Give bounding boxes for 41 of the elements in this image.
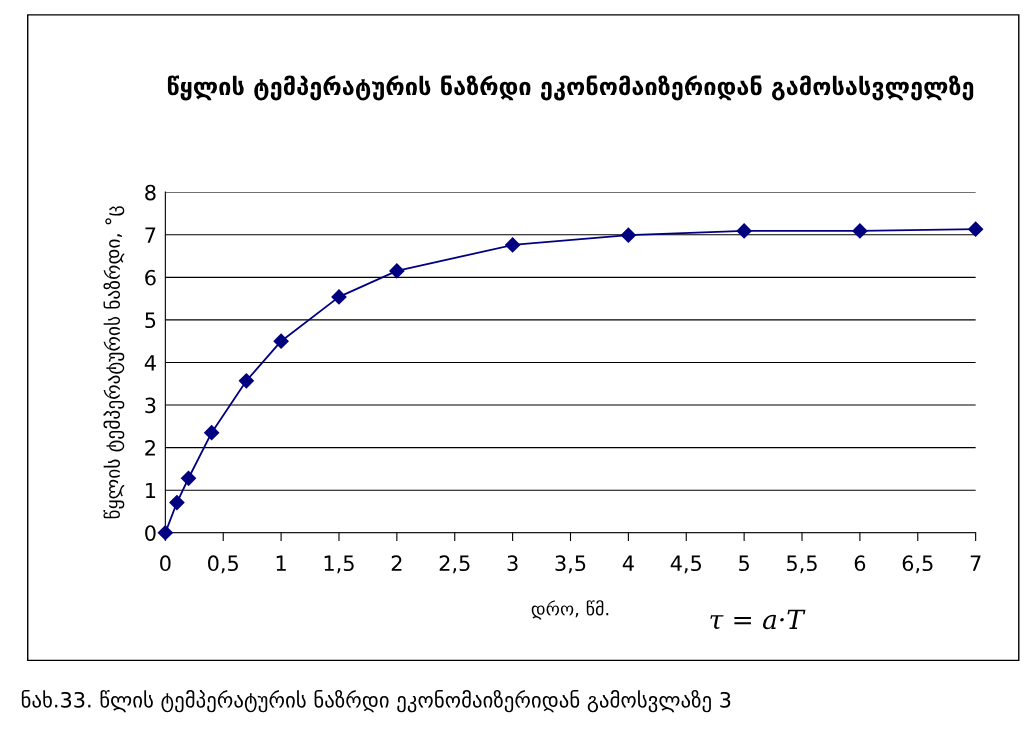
point [273, 333, 289, 349]
point [852, 223, 868, 239]
x-tick-label: 2,5 [439, 555, 470, 574]
x-tick-label: 2 [391, 555, 402, 571]
point [331, 289, 347, 305]
y-tick-label: 5 [145, 312, 156, 329]
chart-title: წყლის ტემპერატურის ნაზრდი ეკონომაიზერიდან გამოსასვლელზე [167, 75, 974, 101]
point [169, 494, 185, 511]
x-tick-label: 7 [970, 555, 981, 571]
x-tick-label: 5 [739, 555, 749, 572]
y-tick-label: 7 [145, 227, 156, 243]
x-axis-title: დრო, წმ. [531, 600, 609, 620]
point [389, 263, 405, 279]
point [505, 237, 521, 253]
x-tick-label: 3,5 [555, 555, 586, 574]
x-tick-label: 5,5 [787, 555, 817, 574]
text: ნახ.33. წლის ტემპერატურის ნაზრდი ეკონომაიზერიდან გამოსვლაზე 3 [21, 689, 731, 713]
y-tick-label: 8 [145, 184, 156, 201]
y-tick-label: 2 [145, 440, 155, 456]
point [180, 470, 197, 486]
point [204, 425, 220, 441]
x-tick-label: 6 [854, 555, 866, 572]
x-tick-label: 4,5 [670, 555, 701, 574]
point [620, 227, 636, 243]
y-tick-label: 3 [145, 397, 156, 414]
x-tick-label: 1 [276, 555, 286, 571]
y-tick-label: 6 [145, 269, 156, 286]
point [968, 221, 984, 237]
x-tick-label: 0,5 [208, 555, 238, 574]
x-tick-label: 4 [622, 555, 634, 571]
y-tick-label: 0 [145, 525, 156, 541]
x-tick-label: 0 [160, 555, 171, 572]
y-tick-label: 4 [144, 355, 156, 371]
x-tick-label: 6,5 [902, 555, 933, 574]
x-tick-label: 1,5 [324, 555, 354, 574]
point [238, 373, 254, 389]
point [736, 223, 752, 239]
text: τ = a·T [710, 609, 806, 630]
y-tick-label: 1 [146, 482, 156, 499]
x-tick-label: 3 [507, 555, 518, 572]
y-axis-title: წყლის ტემპერატურის ნაზრდი, °ც [103, 206, 125, 519]
